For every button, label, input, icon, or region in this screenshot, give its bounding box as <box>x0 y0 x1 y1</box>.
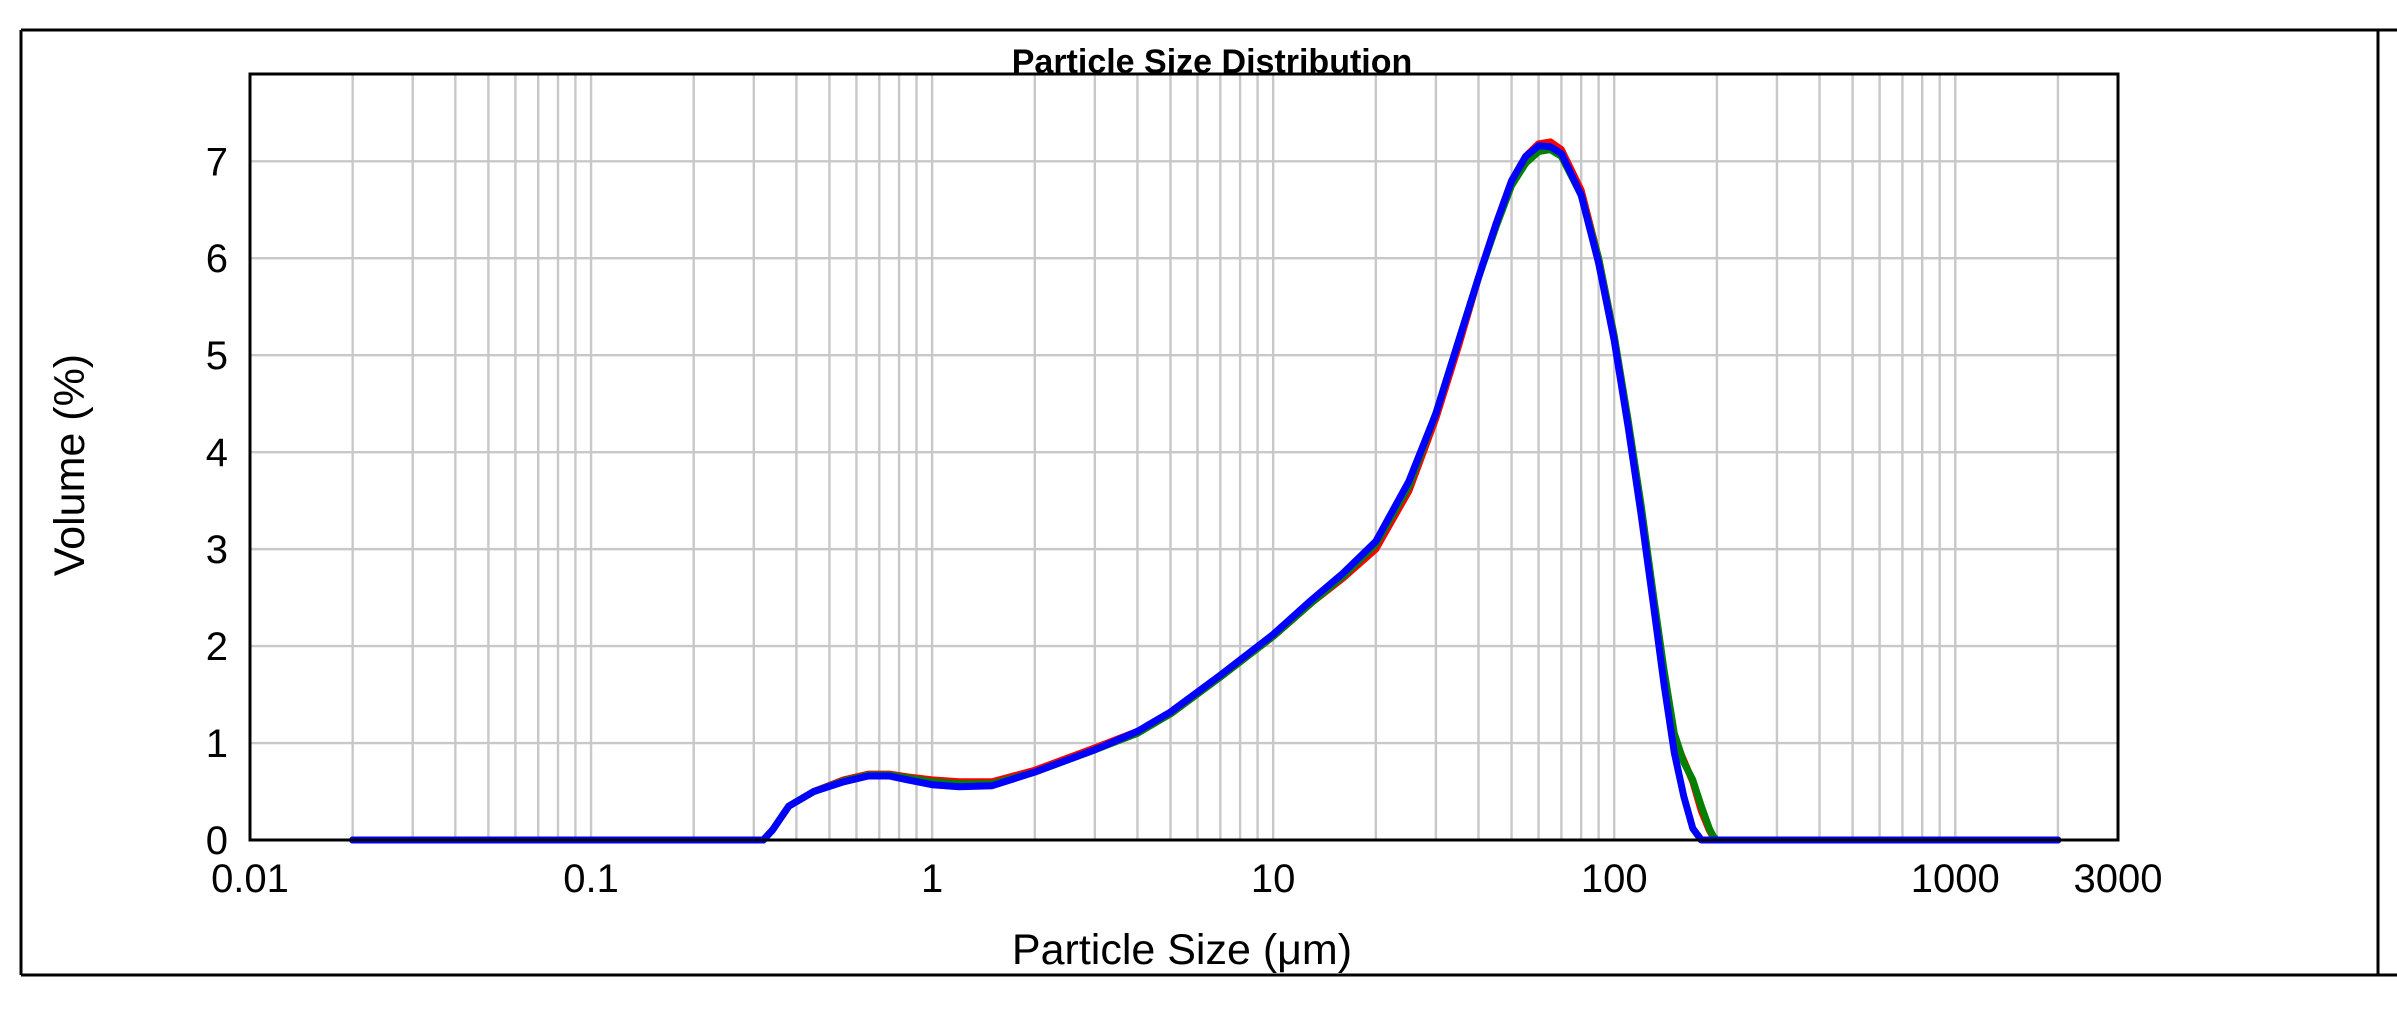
x-tick-label: 0.01 <box>211 857 289 901</box>
x-axis-label: Particle Size (μm) <box>1012 926 1352 974</box>
y-tick-label: 7 <box>206 140 228 184</box>
x-tick-label: 1000 <box>1911 857 2000 901</box>
y-axis-ticks: 0 1 2 3 4 5 6 7 <box>206 140 228 863</box>
x-tick-label: 100 <box>1581 857 1648 901</box>
x-tick-label: 3000 <box>2074 857 2163 901</box>
x-axis-ticks: 0.01 0.1 1 10 100 1000 3000 <box>211 857 2162 901</box>
y-tick-label: 3 <box>206 528 228 572</box>
y-tick-label: 4 <box>206 431 228 475</box>
y-tick-label: 5 <box>206 334 228 378</box>
x-tick-label: 1 <box>921 857 943 901</box>
chart-title: Particle Size Distribution <box>1012 43 1413 81</box>
y-tick-label: 0 <box>206 819 228 863</box>
grid-lines <box>250 74 2118 840</box>
y-axis-label: Volume (%) <box>46 354 94 576</box>
y-tick-label: 6 <box>206 237 228 281</box>
x-tick-label: 0.1 <box>563 857 619 901</box>
series-line-1 <box>349 138 2062 844</box>
plot-area <box>248 72 2120 842</box>
y-tick-label: 2 <box>206 625 228 669</box>
y-tick-label: 1 <box>206 722 228 766</box>
series-line-2 <box>349 146 2062 844</box>
series-group <box>349 138 2062 844</box>
x-tick-label: 10 <box>1251 857 1296 901</box>
series-line-3 <box>349 142 2062 844</box>
report-border <box>19 28 2397 977</box>
